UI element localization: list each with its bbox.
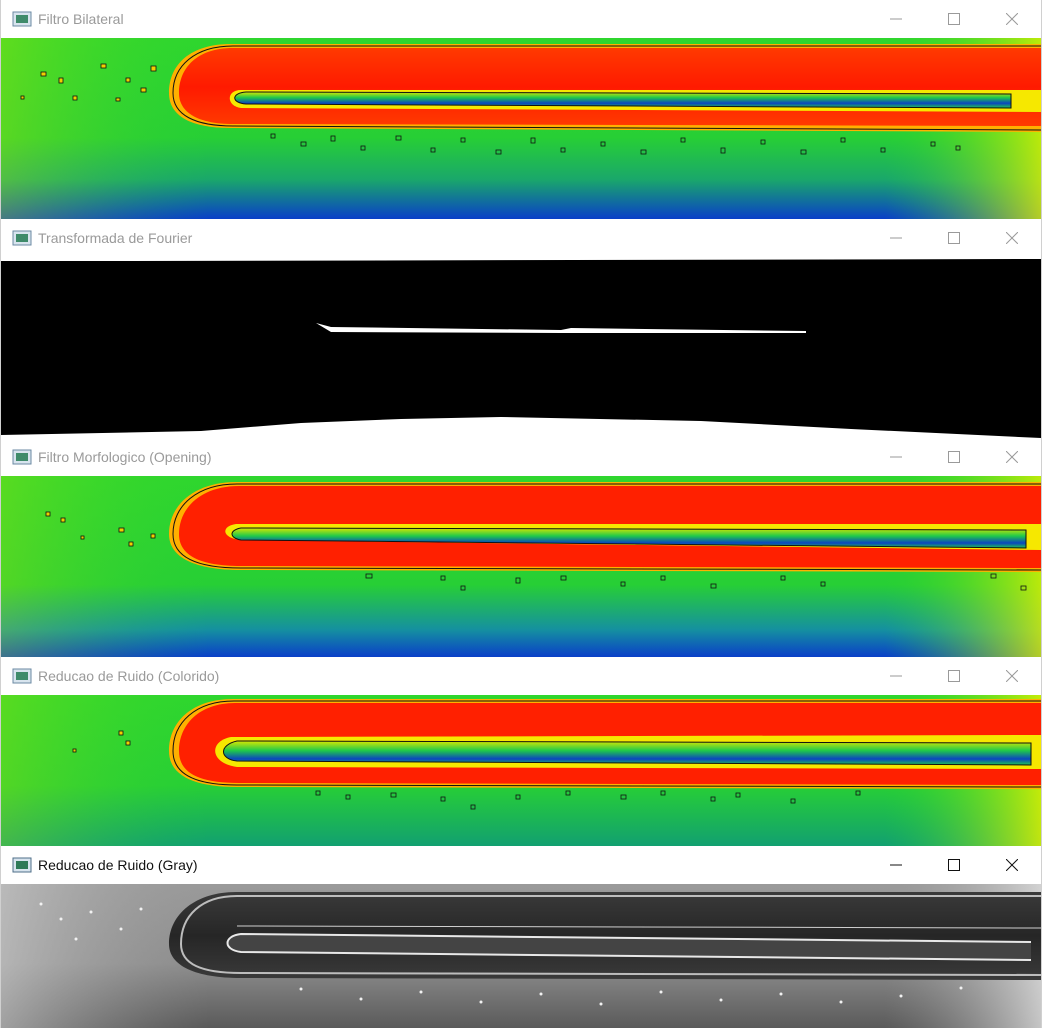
image-canvas [1,476,1041,657]
close-icon [1006,670,1018,682]
minimize-button[interactable] [867,657,925,695]
opencv-window-icon [12,668,32,684]
window-filtro-morfologico-opening[interactable]: Filtro Morfologico (Opening) [0,438,1042,657]
close-icon [1006,13,1018,25]
maximize-button[interactable] [925,657,983,695]
titlebar[interactable]: Reducao de Ruido (Colorido) [1,657,1041,695]
image-canvas [1,884,1041,1028]
maximize-button[interactable] [925,438,983,476]
opencv-window-icon [12,11,32,27]
close-button[interactable] [983,846,1041,884]
heatmap-image [1,476,1041,657]
heatmap-image [1,38,1041,219]
image-canvas [1,695,1041,876]
binary-mask-image [1,257,1041,438]
image-canvas [1,257,1041,438]
image-canvas [1,38,1041,219]
close-button[interactable] [983,219,1041,257]
window-title: Reducao de Ruido (Colorido) [38,668,220,684]
window-title: Filtro Bilateral [38,11,124,27]
minimize-button[interactable] [867,846,925,884]
window-filtro-bilateral[interactable]: Filtro Bilateral [0,0,1042,219]
titlebar[interactable]: Filtro Bilateral [1,0,1041,38]
grayscale-image [1,884,1041,1028]
maximize-icon [948,859,960,871]
close-icon [1006,859,1018,871]
minimize-button[interactable] [867,438,925,476]
titlebar[interactable]: Filtro Morfologico (Opening) [1,438,1041,476]
close-icon [1006,451,1018,463]
window-reducao-de-ruido-gray[interactable]: Reducao de Ruido (Gray) [0,846,1042,1028]
heatmap-image [1,695,1041,846]
opencv-window-icon [12,449,32,465]
window-reducao-de-ruido-colorido[interactable]: Reducao de Ruido (Colorido) [0,657,1042,876]
close-icon [1006,232,1018,244]
maximize-icon [948,232,960,244]
minimize-icon [890,456,902,458]
opencv-window-icon [12,230,32,246]
window-title: Reducao de Ruido (Gray) [38,857,198,873]
maximize-icon [948,13,960,25]
close-button[interactable] [983,657,1041,695]
maximize-button[interactable] [925,846,983,884]
maximize-icon [948,451,960,463]
titlebar[interactable]: Transformada de Fourier [1,219,1041,257]
maximize-button[interactable] [925,219,983,257]
minimize-icon [890,864,902,866]
minimize-button[interactable] [867,0,925,38]
maximize-button[interactable] [925,0,983,38]
minimize-icon [890,237,902,239]
close-button[interactable] [983,0,1041,38]
opencv-window-icon [12,857,32,873]
window-title: Transformada de Fourier [38,230,193,246]
minimize-icon [890,675,902,677]
titlebar[interactable]: Reducao de Ruido (Gray) [1,846,1041,884]
maximize-icon [948,670,960,682]
close-button[interactable] [983,438,1041,476]
minimize-icon [890,18,902,20]
window-title: Filtro Morfologico (Opening) [38,449,212,465]
window-transformada-de-fourier[interactable]: Transformada de Fourier [0,219,1042,438]
minimize-button[interactable] [867,219,925,257]
